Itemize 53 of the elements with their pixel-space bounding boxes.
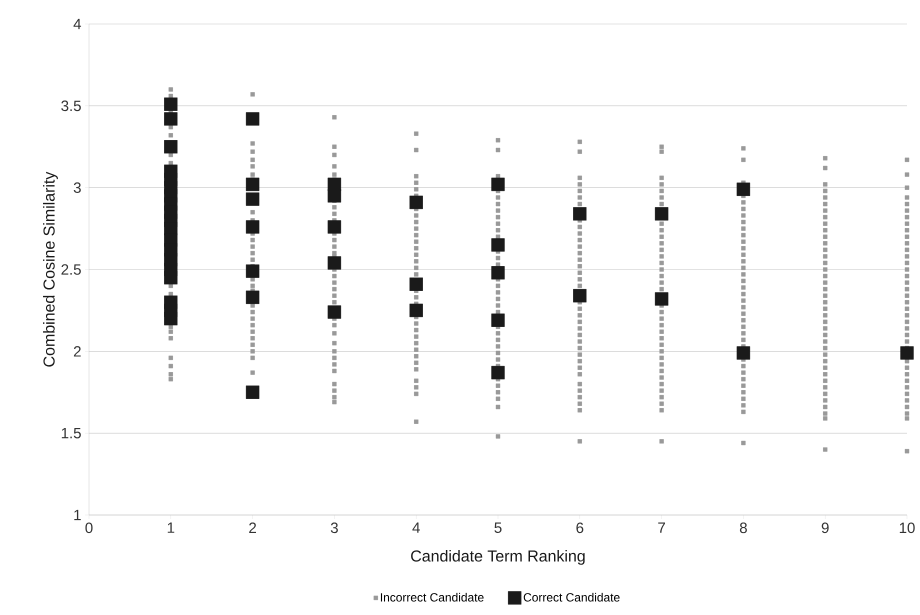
x-tick-label: 10 <box>900 522 915 534</box>
point <box>573 288 587 302</box>
point <box>491 178 505 192</box>
x-tick-label: 2 <box>249 522 256 533</box>
point <box>164 270 178 284</box>
x-tick-label: 6 <box>576 522 584 534</box>
point <box>491 314 505 327</box>
point <box>164 140 178 154</box>
legend-label: Incorrect Candidate <box>380 592 484 602</box>
x-tick-label: 9 <box>822 522 829 534</box>
point <box>164 112 178 126</box>
point <box>654 207 668 221</box>
y-tick-label: 1 <box>74 510 81 520</box>
point <box>491 238 505 252</box>
point <box>246 220 260 234</box>
point <box>246 192 260 206</box>
point <box>328 189 342 203</box>
point <box>246 112 260 126</box>
point <box>410 196 423 210</box>
point <box>410 304 423 318</box>
point <box>246 386 260 399</box>
x-tick-label: 5 <box>494 522 502 533</box>
y-tick-label: 3.5 <box>61 100 81 112</box>
y-tick-label: 3 <box>74 182 81 193</box>
point <box>736 346 750 360</box>
y-tick-label: 2 <box>74 346 81 357</box>
point <box>410 278 423 291</box>
x-axis-title: Candidate Term Ranking <box>411 550 585 565</box>
point <box>900 346 914 360</box>
x-tick-label: 3 <box>330 522 338 534</box>
x-tick-label: 1 <box>168 522 174 533</box>
x-tick-label: 7 <box>658 522 666 533</box>
x-tick-label: 0 <box>85 522 93 534</box>
y-tick-label: 4 <box>74 18 82 30</box>
point <box>164 312 178 326</box>
x-tick-label: 8 <box>740 522 747 534</box>
point <box>491 266 505 280</box>
legend-label: Correct Candidate <box>524 592 620 602</box>
point <box>328 220 342 234</box>
y-tick-label: 2.5 <box>61 264 81 275</box>
point <box>491 366 505 380</box>
point <box>328 305 342 319</box>
y-axis-title: Combined Cosine Similarity <box>43 172 58 367</box>
point <box>654 292 668 306</box>
point <box>328 256 342 270</box>
point <box>164 97 178 111</box>
point <box>736 182 750 196</box>
x-tick-label: 4 <box>412 522 420 533</box>
point <box>246 264 260 278</box>
point <box>246 178 260 192</box>
point <box>573 207 587 221</box>
point <box>246 290 260 304</box>
y-tick-label: 1.5 <box>62 428 81 438</box>
